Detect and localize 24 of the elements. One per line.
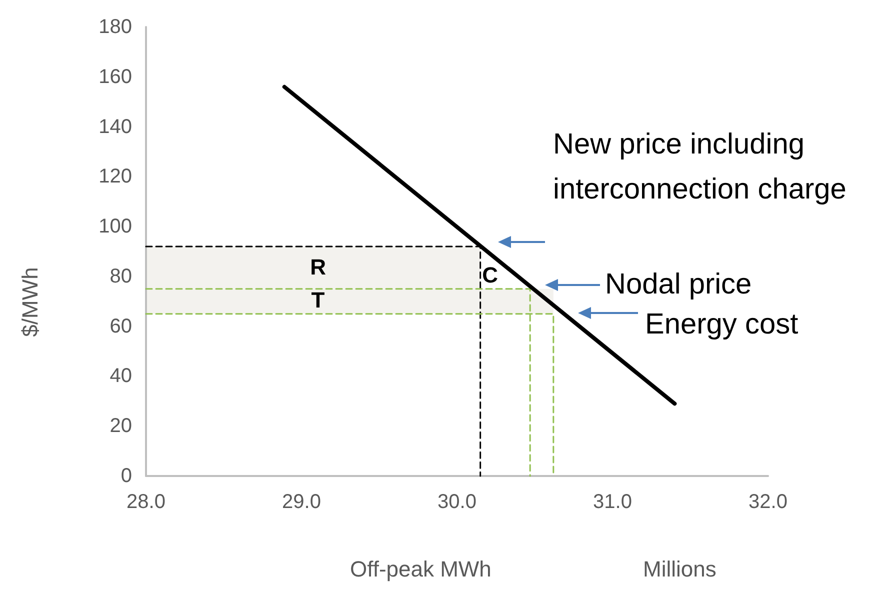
y-tick-label: 0 (120, 465, 132, 487)
x-tick-label: 28.0 (126, 491, 166, 513)
annotation: R (310, 254, 326, 280)
annotation: C (482, 262, 498, 288)
annotation: T (311, 288, 326, 312)
annotation: Nodal price (605, 268, 752, 300)
x-tick-label: 30.0 (438, 491, 476, 513)
x-tick-label: 32.0 (748, 491, 788, 513)
y-tick-label: 20 (110, 415, 132, 438)
x-axis-title: Off-peak MWh (350, 556, 492, 582)
y-tick-label: 40 (110, 365, 132, 388)
y-tick-label: 60 (110, 315, 132, 338)
x-tick-label: 29.0 (282, 491, 321, 513)
annotation: Energy cost (645, 308, 798, 340)
annotation: New price including interconnection charge (553, 128, 846, 206)
y-tick-label: 120 (98, 166, 132, 188)
y-tick-label: 140 (98, 116, 132, 138)
y-tick-label: 180 (98, 16, 132, 38)
y-axis-title: $/MWh (18, 267, 42, 337)
x-tick-label: 31.0 (593, 491, 632, 513)
y-tick-label: 80 (110, 265, 132, 288)
y-tick-label: 100 (98, 216, 132, 238)
text: Millions (643, 556, 716, 582)
y-tick-label: 160 (98, 66, 132, 88)
